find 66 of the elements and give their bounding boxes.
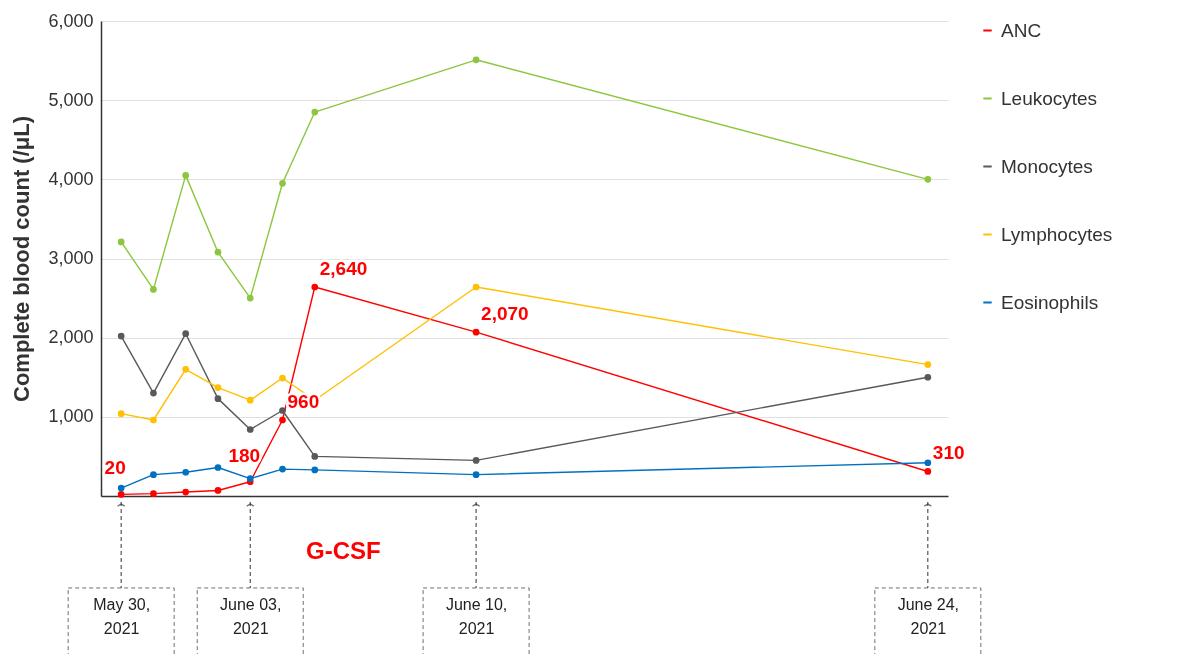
point bbox=[182, 468, 190, 476]
legend-label: ANC bbox=[1001, 19, 1042, 41]
legend-label: Eosinophils bbox=[1001, 291, 1099, 313]
point bbox=[214, 487, 222, 494]
point bbox=[150, 471, 157, 478]
point bbox=[214, 464, 222, 471]
point bbox=[924, 468, 932, 475]
point bbox=[150, 389, 157, 397]
point bbox=[246, 294, 254, 302]
legend-label: Leukocytes bbox=[1001, 87, 1098, 109]
point bbox=[214, 384, 222, 391]
point bbox=[150, 286, 157, 293]
legend-label: Monocytes bbox=[1001, 155, 1093, 177]
point bbox=[150, 490, 157, 497]
point bbox=[117, 238, 125, 246]
y-tick-label: 6,000 bbox=[48, 10, 94, 31]
x-tick-label: June 24, 2021 bbox=[897, 595, 960, 637]
point bbox=[279, 179, 286, 187]
point bbox=[214, 395, 222, 402]
point bbox=[279, 416, 286, 424]
point bbox=[311, 453, 319, 460]
point bbox=[924, 175, 932, 183]
point bbox=[214, 248, 222, 256]
point bbox=[182, 330, 190, 338]
point bbox=[182, 488, 190, 496]
point bbox=[472, 457, 480, 464]
point bbox=[246, 475, 254, 482]
y-axis-title: Complete blood count (/μL) bbox=[9, 116, 35, 402]
data-label: 180 bbox=[228, 444, 261, 466]
text: G-CSF bbox=[306, 537, 381, 564]
data-label: 2,070 bbox=[481, 303, 529, 325]
point bbox=[311, 108, 319, 116]
point bbox=[117, 410, 125, 418]
data-label: 2,640 bbox=[319, 258, 368, 279]
point bbox=[182, 172, 190, 179]
point bbox=[279, 407, 286, 414]
point bbox=[117, 484, 125, 492]
point bbox=[246, 396, 254, 404]
y-tick-label: 3,000 bbox=[48, 248, 94, 268]
point bbox=[246, 426, 254, 433]
x-tick-label: May 30, 2021 bbox=[93, 595, 151, 637]
point bbox=[472, 283, 480, 291]
data-label: 20 bbox=[104, 457, 126, 479]
point bbox=[924, 459, 932, 467]
data-label: 310 bbox=[932, 442, 965, 464]
point bbox=[182, 365, 190, 373]
y-tick-label: 4,000 bbox=[48, 168, 94, 189]
point bbox=[311, 283, 319, 291]
point bbox=[311, 466, 319, 474]
point bbox=[150, 416, 157, 424]
point bbox=[472, 471, 480, 478]
point bbox=[924, 373, 932, 381]
y-tick-label: 1,000 bbox=[48, 406, 94, 427]
point bbox=[472, 56, 480, 64]
point bbox=[117, 332, 125, 340]
x-tick-label: June 03, 2021 bbox=[220, 595, 282, 637]
point bbox=[924, 361, 932, 368]
y-tick-label: 2,000 bbox=[48, 327, 94, 348]
point bbox=[117, 491, 125, 498]
legend-label: Lymphocytes bbox=[1001, 223, 1113, 245]
point bbox=[279, 374, 286, 382]
point bbox=[472, 328, 480, 336]
y-tick-label: 5,000 bbox=[48, 89, 94, 110]
x-tick-label: June 10, 2021 bbox=[445, 595, 508, 637]
point bbox=[279, 465, 286, 473]
data-label: 960 bbox=[287, 391, 320, 412]
